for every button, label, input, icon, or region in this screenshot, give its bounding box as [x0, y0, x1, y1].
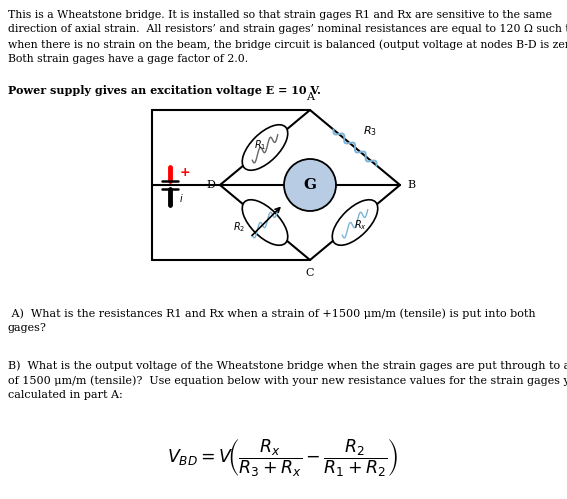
Text: $R_1$: $R_1$	[254, 139, 266, 152]
Text: $R_x$: $R_x$	[354, 219, 366, 233]
Ellipse shape	[332, 200, 378, 246]
Text: A)  What is the resistances R1 and Rx when a strain of +1500 μm/m (tensile) is p: A) What is the resistances R1 and Rx whe…	[8, 308, 536, 333]
Ellipse shape	[242, 125, 288, 170]
Text: i: i	[180, 194, 183, 204]
Text: A: A	[306, 92, 314, 102]
Circle shape	[284, 159, 336, 211]
Text: $R_2$: $R_2$	[232, 221, 245, 235]
Text: B)  What is the output voltage of the Wheatstone bridge when the strain gages ar: B) What is the output voltage of the Whe…	[8, 360, 567, 400]
Text: B: B	[407, 180, 415, 190]
Text: G: G	[303, 178, 316, 192]
Text: $R_3$: $R_3$	[363, 124, 377, 138]
Text: This is a Wheatstone bridge. It is installed so that strain gages R1 and Rx are : This is a Wheatstone bridge. It is insta…	[8, 10, 567, 64]
Text: Power supply gives an excitation voltage E = 10 V.: Power supply gives an excitation voltage…	[8, 85, 321, 96]
Text: +: +	[180, 167, 191, 180]
Ellipse shape	[242, 200, 288, 246]
Text: $\boldsymbol{V_{BD}} = V\!\left(\dfrac{R_x}{R_3 + R_x} - \dfrac{R_2}{R_1 + R_2}\: $\boldsymbol{V_{BD}} = V\!\left(\dfrac{R…	[167, 437, 399, 479]
Text: D: D	[206, 180, 215, 190]
Text: C: C	[306, 268, 314, 278]
